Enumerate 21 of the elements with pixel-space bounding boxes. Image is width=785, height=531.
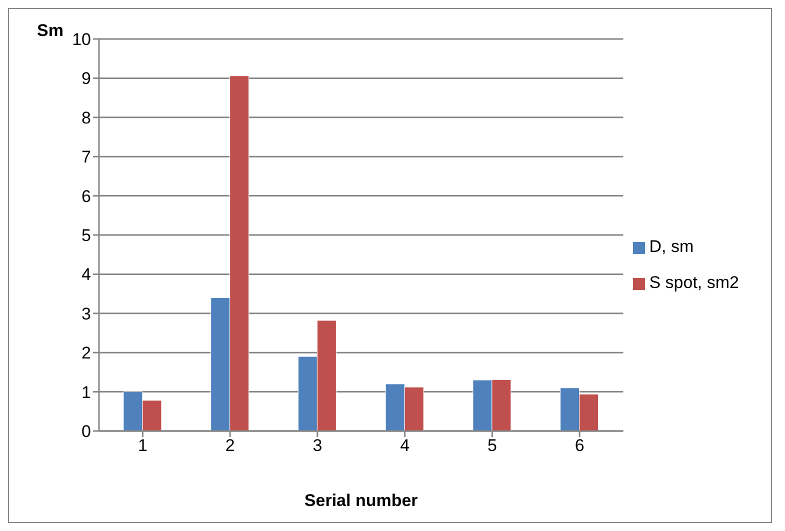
y-tick-label: 4: [82, 265, 91, 284]
x-tick-label: 1: [138, 436, 148, 456]
y-tick-label: 10: [72, 30, 91, 50]
x-tick-label: 6: [574, 436, 584, 456]
x-tick-label: 3: [312, 436, 322, 456]
y-tick-label: 1: [82, 382, 91, 402]
y-tick-label: 9: [82, 69, 91, 88]
x-axis-title: Serial number: [304, 491, 418, 510]
y-tick-label: 6: [82, 186, 91, 206]
x-tick-label: 4: [400, 436, 410, 456]
y-tick-label: 5: [82, 226, 91, 246]
legend-label: D, sm: [649, 237, 694, 256]
y-tick-label: 8: [82, 108, 91, 128]
y-axis-title: Sm: [37, 21, 64, 41]
y-tick-label: 2: [82, 344, 91, 363]
y-tick-label: 3: [82, 304, 91, 324]
y-tick-label: 7: [82, 148, 91, 167]
x-tick-label: 5: [487, 436, 497, 456]
y-tick-label: 0: [82, 422, 91, 442]
legend-label: S spot, sm2: [649, 273, 739, 292]
x-tick-label: 2: [225, 436, 235, 456]
